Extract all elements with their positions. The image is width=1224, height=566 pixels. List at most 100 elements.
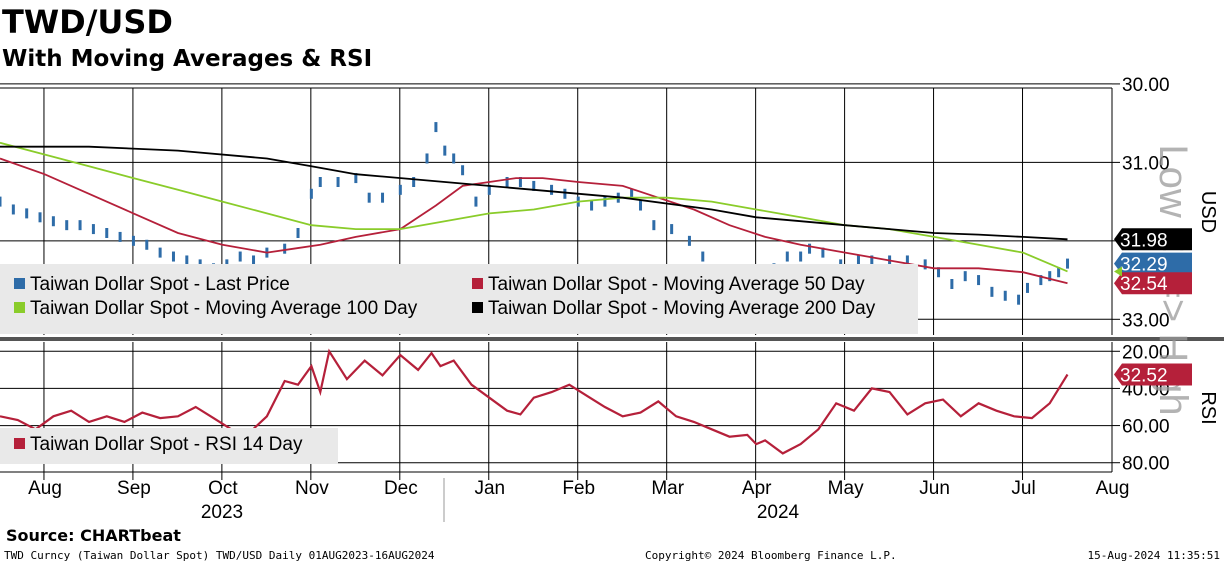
ma200-last-flag <box>1114 228 1192 251</box>
price-bar <box>808 243 812 254</box>
price-legend-box <box>0 264 918 334</box>
rsi-tick-label: 20.00 <box>1122 342 1170 363</box>
price-bar <box>630 188 634 199</box>
ma50-last-flag <box>1114 272 1192 295</box>
price-bar <box>785 251 789 262</box>
price-bar <box>1039 275 1043 286</box>
price-bar <box>977 275 981 286</box>
price-bar <box>1066 258 1070 269</box>
month-label: Aug <box>28 478 62 499</box>
month-label: May <box>828 478 864 499</box>
price-bar <box>701 251 705 262</box>
price-bar <box>336 177 340 187</box>
price-bar <box>145 239 149 250</box>
legends: Taiwan Dollar Spot - Last Price Taiwan Do… <box>0 264 918 464</box>
panel-separator <box>0 337 1224 341</box>
price-bar <box>11 204 15 215</box>
ma-line <box>0 157 1068 285</box>
price-bar <box>318 177 322 187</box>
price-bar <box>105 228 109 238</box>
price-bar <box>238 251 242 262</box>
price-bar <box>131 235 135 246</box>
month-label: Feb <box>562 478 595 499</box>
price-bar <box>474 196 478 207</box>
price-bar <box>870 255 874 266</box>
price-bar <box>1048 271 1052 282</box>
price-bar <box>252 255 256 266</box>
price-bar <box>38 212 42 223</box>
price-bar <box>158 247 162 258</box>
year-label: 2023 <box>201 502 243 523</box>
price-bar <box>590 200 594 211</box>
month-label: Apr <box>742 478 772 499</box>
legend-label: Taiwan Dollar Spot - Moving Average 100 … <box>30 298 418 319</box>
price-bar <box>821 247 825 258</box>
price-bar <box>452 153 456 164</box>
month-label: Jan <box>474 478 505 499</box>
month-label: Sep <box>117 478 151 499</box>
price-bar <box>905 255 909 266</box>
rsi-legend-box <box>0 428 338 464</box>
price-bar <box>0 196 2 207</box>
price-bar <box>670 224 674 235</box>
price-bar <box>354 173 358 184</box>
price-last-flag <box>1114 252 1192 275</box>
price-bar <box>1025 282 1029 293</box>
legend-label: Taiwan Dollar Spot - Moving Average 200 … <box>488 298 876 319</box>
price-bar <box>1003 290 1007 301</box>
price-bar <box>398 184 402 195</box>
price-bar <box>443 145 447 156</box>
source-label: Source: CHARTbeat <box>6 526 181 545</box>
month-label: Dec <box>384 478 418 499</box>
rsi-line <box>0 348 1069 455</box>
price-bar <box>367 192 371 203</box>
legend-label: Taiwan Dollar Spot - Last Price <box>30 274 290 295</box>
ma-line <box>0 145 1068 241</box>
security-description: TWD Curncy (Taiwan Dollar Spot) TWD/USD … <box>4 549 435 562</box>
ma200-last-flag-label: 31.98 <box>1120 230 1168 251</box>
legend-label: Taiwan Dollar Spot - Moving Average 50 D… <box>488 274 865 295</box>
price-bar <box>309 188 313 199</box>
price-bar <box>461 165 465 176</box>
price-bar <box>923 259 927 270</box>
price-bar <box>171 251 175 262</box>
legend-swatch <box>472 302 483 313</box>
price-bar <box>51 216 55 227</box>
timestamp: 15-Aug-2024 11:35:51 <box>1087 549 1220 562</box>
price-tick-label: 30.00 <box>1122 75 1170 96</box>
rsi-last-flag-label: 32.52 <box>1120 366 1168 387</box>
price-bar <box>91 224 95 235</box>
year-label: 2024 <box>757 502 800 523</box>
price-bar <box>425 153 429 164</box>
legend-swatch <box>14 278 25 289</box>
price-bar <box>963 271 967 282</box>
legend-swatch <box>472 278 483 289</box>
price-tick-label: 33.00 <box>1122 310 1170 331</box>
price-ylabel: USD <box>1197 191 1219 233</box>
price-bar <box>283 243 287 254</box>
month-label: Oct <box>208 478 238 499</box>
price-bar <box>1057 267 1061 278</box>
legend-swatch <box>14 302 25 313</box>
price-bar <box>990 286 994 297</box>
price-bar <box>950 279 954 289</box>
rsi-tick-label: 80.00 <box>1122 454 1170 475</box>
chart-title: TWD/USD <box>2 3 173 41</box>
price-bar <box>78 220 82 231</box>
price-bar <box>25 208 29 219</box>
price-bar <box>434 122 438 133</box>
ma50-last-flag-label: 32.54 <box>1120 274 1168 295</box>
month-label: Jul <box>1011 478 1035 499</box>
legend-swatch <box>14 438 25 449</box>
rsi-tick-label: 60.00 <box>1122 417 1170 438</box>
price-bar <box>487 184 491 195</box>
price-bar <box>412 177 416 187</box>
price-bar <box>118 231 122 242</box>
month-label: Jun <box>919 478 950 499</box>
price-bar <box>687 235 691 246</box>
price-bar <box>381 192 385 203</box>
chart-area: Taiwan Dollar Spot - Last Price Taiwan Do… <box>0 75 1224 523</box>
price-bar <box>518 177 522 187</box>
month-label: Mar <box>651 478 684 499</box>
price-bar <box>550 184 554 195</box>
